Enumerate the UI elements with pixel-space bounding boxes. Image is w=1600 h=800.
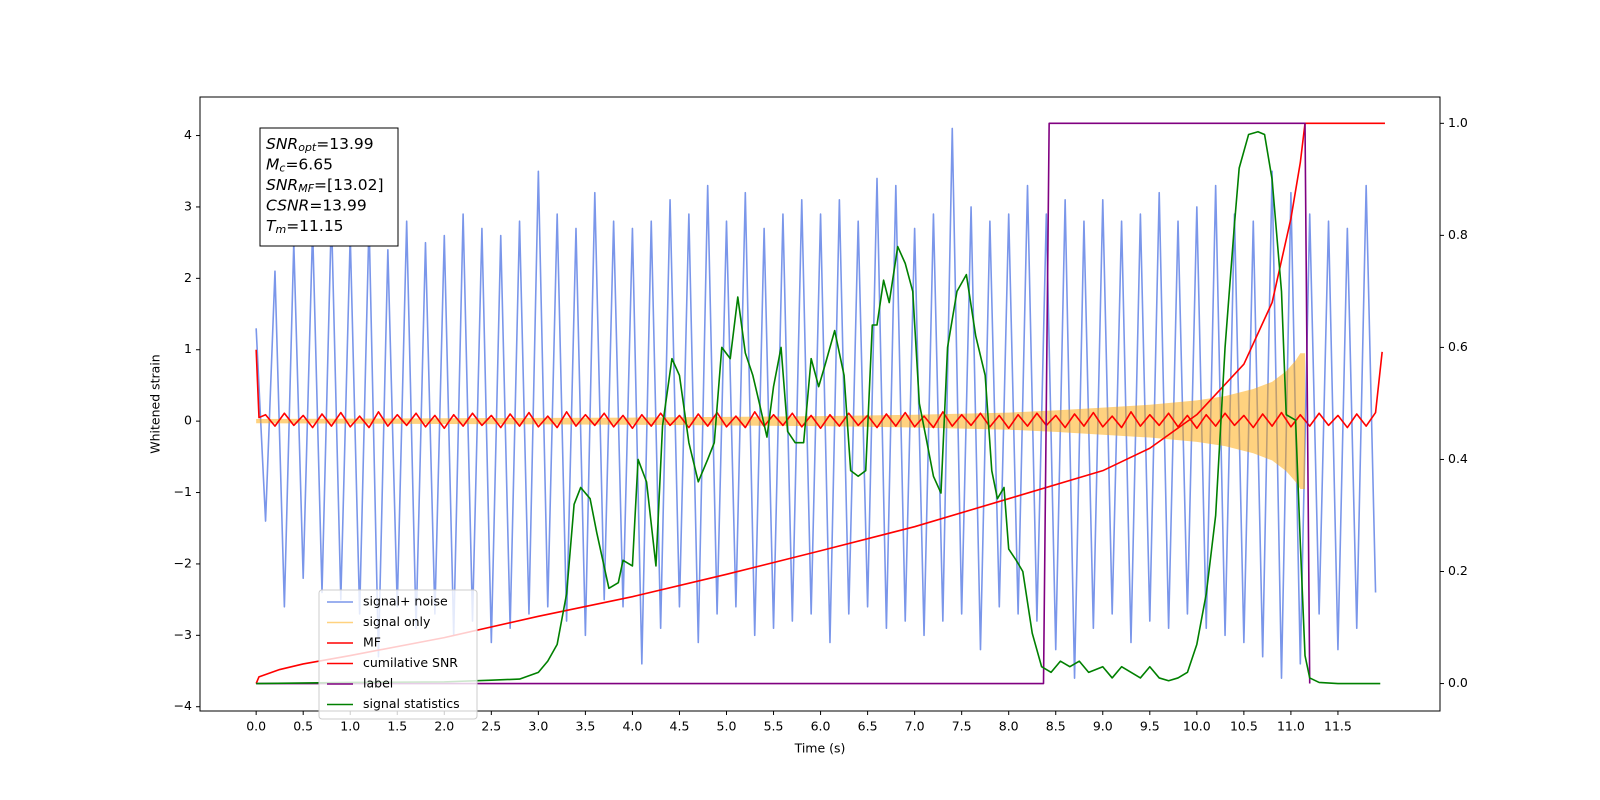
legend-label: signal+ noise	[363, 594, 448, 609]
y-tick-label: −2	[174, 555, 192, 570]
y2-tick-label: 0.0	[1448, 675, 1468, 690]
y-tick-label: −1	[174, 484, 192, 499]
x-tick-label: 2.0	[434, 719, 454, 734]
x-tick-label: 1.0	[340, 719, 360, 734]
annotation-subscript: m	[275, 223, 286, 236]
annotation: SNRopt=13.99	[266, 135, 374, 155]
annotation-symbol: CSNR	[266, 196, 309, 214]
annotation: CSNR=13.99	[266, 196, 367, 214]
x-tick-label: 7.5	[952, 719, 972, 734]
y2-tick-label: 0.8	[1448, 227, 1468, 242]
y2-tick-label: 0.6	[1448, 339, 1468, 354]
annotation-subscript: opt	[298, 141, 317, 154]
y-tick-label: 2	[184, 270, 192, 285]
annotation-subscript: MF	[298, 182, 314, 195]
y-tick-label: 4	[184, 127, 192, 142]
legend-label: signal only	[363, 614, 431, 629]
x-tick-label: 0.0	[246, 719, 266, 734]
y-tick-label: 0	[184, 413, 192, 428]
x-tick-label: 11.5	[1324, 719, 1352, 734]
x-tick-label: 11.0	[1277, 719, 1305, 734]
y2-tick-label: 0.2	[1448, 563, 1468, 578]
legend-label: signal statistics	[363, 696, 460, 711]
annotation-value: =11.15	[286, 217, 343, 235]
x-tick-label: 8.5	[1046, 719, 1066, 734]
legend-label: label	[363, 676, 393, 691]
annotation-value: =6.65	[285, 155, 333, 173]
series-line	[256, 122, 1311, 685]
x-tick-label: 5.0	[717, 719, 737, 734]
x-tick-label: 4.0	[622, 719, 642, 734]
annotation-symbol: SNR	[266, 176, 298, 194]
series-line	[256, 130, 1381, 685]
x-tick-label: 7.0	[905, 719, 925, 734]
y2-tick-label: 1.0	[1448, 115, 1468, 130]
x-tick-label: 9.5	[1140, 719, 1160, 734]
y-tick-label: 1	[184, 341, 192, 356]
annotation: Mc=6.65	[266, 155, 333, 175]
y2-tick-label: 0.4	[1448, 451, 1468, 466]
x-tick-label: 9.0	[1093, 719, 1113, 734]
x-tick-label: 2.5	[481, 719, 501, 734]
axes-frame	[199, 96, 1441, 712]
signal-band	[256, 353, 1306, 489]
annotation: Tm=11.15	[266, 217, 344, 237]
annotation-box	[259, 127, 399, 247]
annotation-symbol: SNR	[266, 135, 298, 153]
x-tick-label: 6.5	[858, 719, 878, 734]
legend-frame	[318, 589, 478, 720]
x-tick-label: 3.5	[575, 719, 595, 734]
y-tick-label: 3	[184, 198, 192, 213]
series-line	[255, 127, 1377, 679]
legend-label: MF	[363, 635, 381, 650]
x-tick-label: 6.0	[811, 719, 831, 734]
x-axis-label: Time (s)	[794, 741, 846, 756]
x-tick-label: 0.5	[293, 719, 313, 734]
x-tick-label: 10.5	[1230, 719, 1258, 734]
annotation-value: =[13.02]	[314, 176, 383, 194]
legend-label: cumilative SNR	[363, 655, 458, 670]
annotation-symbol: M	[266, 155, 279, 173]
y-axis-label: Whitened strain	[148, 354, 163, 453]
x-tick-label: 10.0	[1183, 719, 1211, 734]
x-tick-label: 8.0	[999, 719, 1019, 734]
annotation-subscript: c	[279, 162, 285, 175]
series-line	[255, 349, 1383, 430]
annotation-symbol: T	[266, 217, 277, 235]
y-tick-label: −3	[174, 627, 192, 642]
x-tick-label: 1.5	[387, 719, 407, 734]
x-tick-label: 5.5	[764, 719, 784, 734]
annotation: SNRMF=[13.02]	[266, 176, 384, 196]
x-tick-label: 3.0	[528, 719, 548, 734]
annotation-value: =13.99	[309, 196, 366, 214]
x-tick-label: 4.5	[670, 719, 690, 734]
y-tick-label: −4	[174, 698, 192, 713]
annotation-value: =13.99	[316, 135, 373, 153]
